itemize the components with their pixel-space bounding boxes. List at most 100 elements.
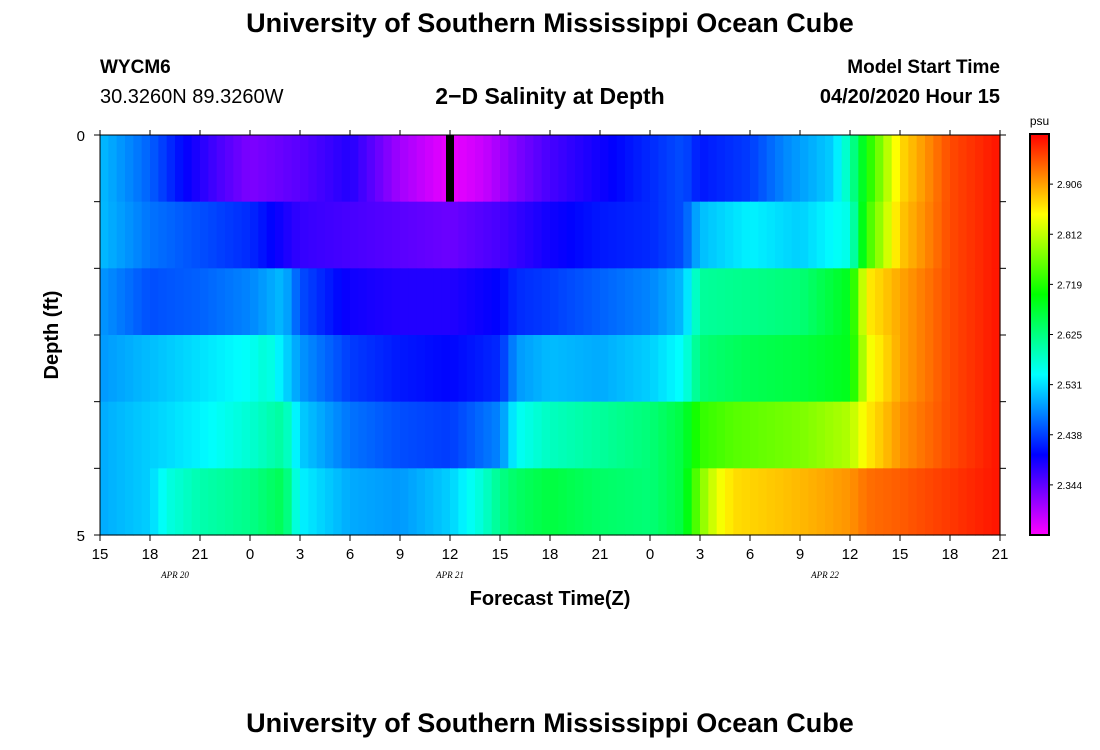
heatmap-cell (258, 335, 268, 403)
heatmap-cell (541, 201, 551, 269)
heatmap-cell (966, 268, 976, 336)
heatmap-cell (475, 268, 484, 336)
heatmap-cell (350, 268, 359, 336)
heatmap-cell (191, 468, 201, 536)
heatmap-cell (741, 468, 751, 536)
heatmap-cell (525, 401, 534, 469)
heatmap-cell (566, 401, 576, 469)
heatmap-cell (275, 268, 284, 336)
heatmap-cell (175, 268, 184, 336)
heatmap-cell (225, 335, 234, 403)
heatmap-cell (841, 401, 851, 469)
heatmap-cell (500, 268, 509, 336)
heatmap-cell (200, 135, 209, 203)
x-tick-label: 21 (192, 546, 209, 563)
heatmap-cell (275, 201, 284, 269)
heatmap-cell (983, 335, 993, 403)
heatmap-cell (450, 135, 459, 203)
heatmap-cell (725, 335, 734, 403)
start-time-marker (446, 135, 454, 202)
heatmap-cell (633, 268, 643, 336)
heatmap-cell (575, 135, 584, 203)
heatmap-cell (400, 201, 409, 269)
heatmap-cell (475, 335, 484, 403)
x-tick-label: 15 (492, 546, 509, 563)
heatmap-cell (200, 268, 209, 336)
heatmap-cell (733, 135, 743, 203)
heatmap-cell (191, 401, 201, 469)
heatmap-cell (833, 335, 843, 403)
heatmap-cell (283, 335, 293, 403)
heatmap-cell (533, 335, 543, 403)
heatmap-cell (375, 468, 384, 536)
heatmap-cell (766, 335, 776, 403)
heatmap-cell (100, 335, 109, 403)
heatmap-cell (783, 401, 793, 469)
heatmap-cell (483, 468, 493, 536)
heatmap-cell (733, 468, 743, 536)
heatmap-cell (716, 201, 726, 269)
heatmap-cell (950, 335, 959, 403)
heatmap-cell (750, 335, 759, 403)
heatmap-cell (875, 468, 884, 536)
heatmap-cell (575, 468, 584, 536)
heatmap-cell (675, 401, 684, 469)
heatmap-cell (375, 268, 384, 336)
heatmap-cell (325, 268, 334, 336)
heatmap-cell (783, 135, 793, 203)
heatmap-cell (866, 268, 876, 336)
heatmap-cell (908, 135, 918, 203)
heatmap-cell (433, 335, 443, 403)
heatmap-cell (125, 468, 134, 536)
heatmap-cell (900, 268, 909, 336)
heatmap-cell (750, 135, 759, 203)
heatmap-cell (958, 401, 968, 469)
heatmap-cell (208, 468, 218, 536)
heatmap-cell (658, 468, 668, 536)
heatmap-cell (633, 201, 643, 269)
heatmap-cell (325, 201, 334, 269)
heatmap-cell (708, 468, 718, 536)
heatmap-cell (308, 468, 318, 536)
heatmap-cell (733, 268, 743, 336)
colorbar: 2.344 2.438 2.531 2.625 2.719 2.812 2.906 (1029, 133, 1082, 536)
heatmap-cell (400, 335, 409, 403)
heatmap-cell (441, 268, 451, 336)
heatmap-cell (941, 335, 951, 403)
heatmap-cell (100, 135, 109, 203)
heatmap-cell (933, 401, 943, 469)
heatmap-cell (625, 401, 634, 469)
heatmap-cell (991, 335, 1001, 403)
heatmap-cell (791, 401, 801, 469)
heatmap-cell (883, 268, 893, 336)
heatmap-cell (233, 335, 243, 403)
heatmap-cell (958, 335, 968, 403)
heatmap-cell (566, 335, 576, 403)
heatmap-cell (591, 135, 601, 203)
heatmap-cell (350, 201, 359, 269)
x-tick-label: 3 (296, 546, 304, 563)
heatmap-cell (358, 201, 368, 269)
heatmap-cell (425, 335, 434, 403)
heatmap-cell (975, 335, 984, 403)
heatmap-cell (800, 135, 809, 203)
heatmap-cell (125, 268, 134, 336)
heatmap-cell (475, 135, 484, 203)
heatmap-cell (258, 468, 268, 536)
heatmap-cell (158, 135, 168, 203)
heatmap-cell (183, 135, 193, 203)
heatmap-cell (808, 135, 818, 203)
heatmap-cell (100, 201, 109, 269)
heatmap-cell (133, 135, 143, 203)
heatmap-cell (391, 468, 401, 536)
heatmap-cell (525, 335, 534, 403)
heatmap-cell (341, 401, 351, 469)
heatmap-cell (450, 468, 459, 536)
heatmap-cell (616, 335, 626, 403)
heatmap-cell (308, 135, 318, 203)
heatmap-cell (833, 468, 843, 536)
heatmap-cell (533, 201, 543, 269)
heatmap-cell (500, 135, 509, 203)
heatmap-cell (241, 135, 251, 203)
heatmap-cell (675, 468, 684, 536)
